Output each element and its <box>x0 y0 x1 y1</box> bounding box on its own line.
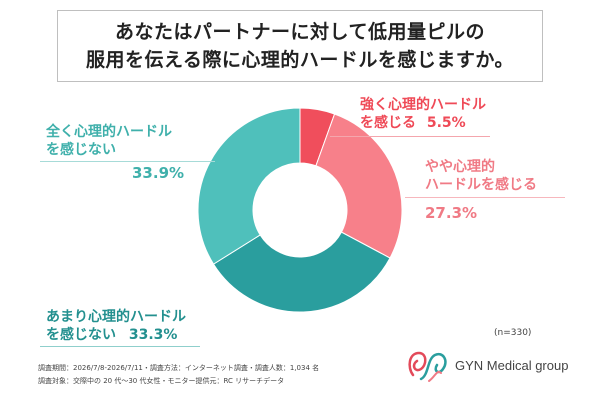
slice-label-notmuch-line1: あまり心理的ハードル <box>46 309 186 325</box>
slice-value-notatall: 33.9% <box>132 164 185 182</box>
slice-label-somewhat-line2: ハードルを感じる <box>425 177 537 193</box>
slice-label-notmuch-line2: を感じない <box>46 327 116 343</box>
slice-label-notatall-line1: 全く心理的ハードル <box>46 124 172 140</box>
slice-value-strong: 5.5% <box>426 115 466 131</box>
slice-label-strong-line2: を感じる <box>360 115 416 131</box>
slice-underline-notmuch <box>40 346 200 347</box>
title-line-1: あなたはパートナーに対して低用量ピルの <box>115 21 485 43</box>
slice-value-somewhat: 27.3% <box>425 204 478 222</box>
slice-notatall <box>197 107 301 265</box>
slice-notmuch <box>212 231 391 313</box>
footer-line-1: 調査期間：2026/7/8-2026/7/11・調査方法：インターネット調査・調… <box>38 364 320 372</box>
footer-line-2: 調査対象：交際中の 20 代～30 代女性・モニター提供元：RC リサーチデータ <box>38 377 285 385</box>
slice-label-strong-line2-wrap: を感じる 5.5% <box>360 114 466 132</box>
logo-text: GYN Medical group <box>455 358 569 373</box>
slice-label-notmuch-line2-wrap: を感じない 33.3% <box>46 326 177 344</box>
slice-underline-somewhat <box>405 197 565 198</box>
slice-value-notmuch: 33.3% <box>128 327 178 343</box>
title-line-2: 服用を伝える際に心理的ハードルを感じますか。 <box>85 49 515 71</box>
slice-somewhat <box>315 113 403 259</box>
sample-size-label: (n=330) <box>494 328 532 338</box>
title-box: あなたはパートナーに対して低用量ピルの 服用を伝える際に心理的ハードルを感じます… <box>57 10 543 82</box>
slice-label-notatall-line2: を感じない <box>46 142 116 158</box>
slice-label-somewhat-line1: やや心理的 <box>425 159 495 175</box>
gyn-logo-icon <box>408 351 447 382</box>
slice-underline-strong <box>330 136 490 137</box>
slice-label-strong-line1: 強く心理的ハードル <box>360 97 486 113</box>
slice-underline-notatall <box>40 161 215 162</box>
